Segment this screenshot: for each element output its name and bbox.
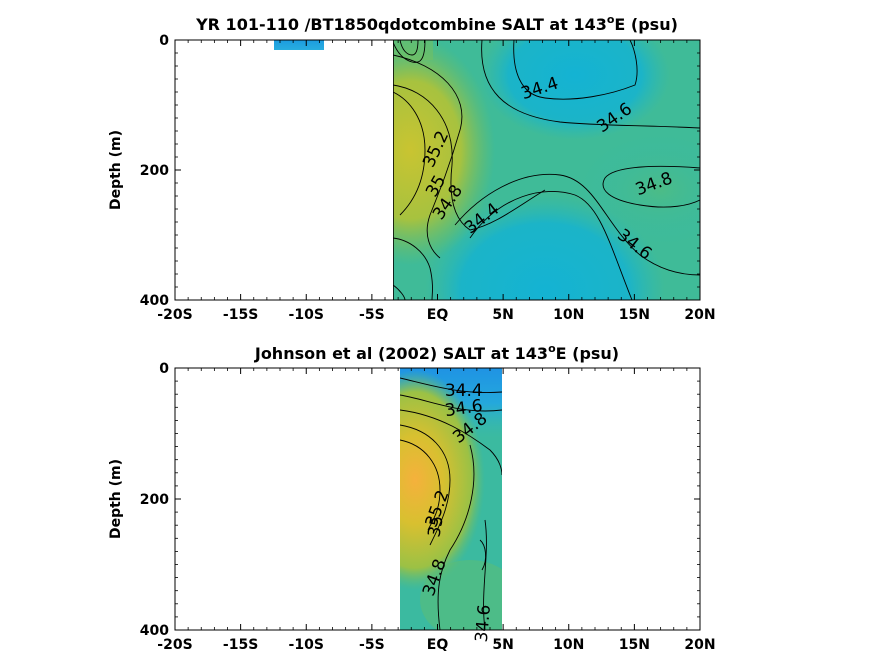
bottom-y-axis-label: Depth (m)	[108, 459, 124, 539]
y-tick-label: 400	[140, 293, 169, 309]
top-contour-35-sw	[393, 237, 433, 300]
x-tick-label: 15N	[619, 637, 650, 653]
bottom-title-main: Johnson et al (2002) SALT at 143	[254, 344, 548, 363]
y-tick-label: 0	[159, 33, 169, 49]
y-tick-label: 200	[140, 492, 169, 508]
contour-label: 34.4	[445, 381, 483, 401]
bottom-minor-ticks	[175, 368, 700, 630]
top-field-salinity-max	[393, 40, 495, 265]
top-panel-title: YR 101-110 /BT1850qdotcombine SALT at 14…	[195, 13, 678, 34]
x-tick-label: -15S	[223, 307, 258, 323]
bottom-colormesh	[400, 368, 502, 630]
top-contour-34.4-shallow	[513, 40, 638, 100]
bottom-x-ticks: -20S -15S -10S -5S EQ 5N 10N 15N 20N	[157, 368, 716, 653]
x-tick-label: -5S	[359, 637, 385, 653]
bottom-contour-small	[479, 539, 487, 571]
bottom-y-ticks: 0 200 400	[140, 361, 700, 639]
bottom-contour-35	[400, 424, 451, 546]
contour-label: 35	[424, 514, 447, 539]
bottom-title-tail: E (psu)	[556, 344, 620, 363]
x-tick-label: -10S	[289, 637, 324, 653]
top-colormesh	[393, 40, 700, 300]
top-contour-near-surface-1	[393, 40, 426, 63]
x-tick-label: EQ	[427, 637, 449, 653]
bottom-title-sup: o	[548, 342, 556, 355]
top-minor-ticks	[175, 40, 700, 300]
bottom-contour-34.8-deep	[437, 444, 475, 630]
top-title-main: YR 101-110 /BT1850qdotcombine SALT at 14…	[195, 15, 607, 34]
top-data-edge	[393, 40, 394, 300]
top-extra-patch	[274, 40, 324, 50]
x-tick-label: 10N	[553, 637, 584, 653]
x-tick-label: -5S	[359, 307, 385, 323]
top-contour-34.4-deep	[469, 191, 633, 300]
contour-label: 34.6	[472, 604, 495, 643]
top-contour-near-surface-2	[399, 40, 419, 56]
top-field-east-green	[580, 135, 700, 245]
x-tick-label: 20N	[684, 637, 715, 653]
top-title-tail: E (psu)	[614, 15, 678, 34]
x-tick-label: 10N	[553, 307, 584, 323]
top-contour-34.6-shallow	[481, 40, 700, 129]
top-field-surface-strip	[393, 40, 433, 60]
bottom-contour-34.4	[400, 377, 502, 393]
top-contour-34.8-east	[602, 165, 700, 208]
bottom-contour-35.2	[400, 439, 441, 531]
x-tick-label: 5N	[492, 307, 513, 323]
bottom-field-salinity-max	[400, 370, 485, 590]
x-tick-label: -20S	[157, 307, 192, 323]
top-contour-34.6-deep	[454, 173, 700, 276]
y-tick-label: 400	[140, 623, 169, 639]
x-tick-label: EQ	[427, 307, 449, 323]
top-x-ticks: -20S -15S -10S -5S EQ 5N 10N 15N 20N	[157, 40, 716, 323]
x-tick-label: 5N	[492, 637, 513, 653]
top-y-axis-label: Depth (m)	[108, 130, 124, 210]
top-y-ticks: 0 200 400	[140, 33, 700, 309]
bottom-contour-34.8	[400, 409, 502, 476]
bottom-panel: Johnson et al (2002) SALT at 143oE (psu)…	[108, 342, 716, 653]
y-tick-label: 0	[159, 361, 169, 377]
top-contour-34.8-west	[393, 84, 546, 231]
x-tick-label: 15N	[619, 307, 650, 323]
y-tick-label: 200	[140, 163, 169, 179]
x-tick-label: -15S	[223, 637, 258, 653]
bottom-contour-34.6-deep	[483, 519, 487, 630]
x-tick-label: 20N	[684, 307, 715, 323]
top-contour-35-west	[393, 54, 463, 259]
top-panel: YR 101-110 /BT1850qdotcombine SALT at 14…	[108, 13, 716, 323]
x-tick-label: -20S	[157, 637, 192, 653]
top-contour-35.2	[393, 91, 426, 216]
bottom-panel-title: Johnson et al (2002) SALT at 143oE (psu)	[254, 342, 619, 363]
top-title-sup: o	[607, 13, 615, 26]
x-tick-label: -10S	[289, 307, 324, 323]
bottom-contour-34.6	[400, 394, 502, 412]
top-contour-34.8-sw	[393, 284, 406, 300]
